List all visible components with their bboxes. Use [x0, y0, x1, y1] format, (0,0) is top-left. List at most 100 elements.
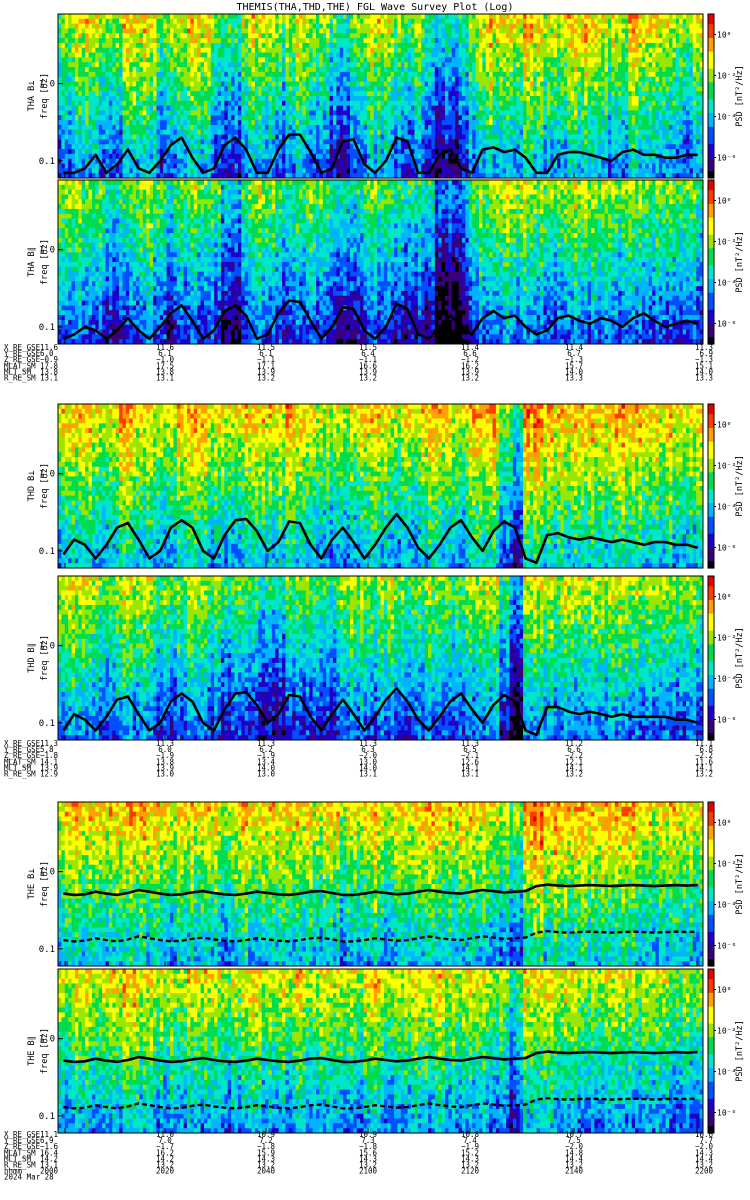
spectrogram-cell	[533, 52, 538, 58]
spectrogram-cell	[207, 105, 212, 111]
spectrogram-cell	[465, 120, 470, 126]
spectrogram-cell	[237, 33, 242, 39]
spectrogram-cell	[349, 149, 354, 155]
spectrogram-cell	[227, 52, 232, 58]
spectrogram-cell	[217, 149, 222, 155]
spectrogram-cell	[411, 42, 415, 49]
spectrogram-cell	[166, 173, 171, 179]
spectrogram-cell	[353, 173, 358, 179]
spectrogram-cell	[288, 28, 293, 34]
spectrogram-cell	[421, 62, 426, 68]
spectrogram-cell	[533, 124, 538, 131]
spectrogram-cell	[495, 120, 500, 126]
spectrogram-cell	[326, 115, 331, 121]
spectrogram-cell	[136, 18, 140, 25]
spectrogram-cell	[397, 120, 402, 126]
spectrogram-cell	[282, 42, 286, 49]
spectrogram-cell	[366, 71, 371, 78]
spectrogram-cell	[254, 57, 259, 63]
spectrogram-cell	[312, 163, 317, 169]
spectrogram-cell	[210, 173, 215, 179]
spectrogram-cell	[492, 76, 497, 83]
spectrogram-cell	[414, 158, 419, 165]
spectrogram-cell	[414, 57, 419, 63]
spectrogram-cell	[265, 14, 269, 20]
spectrogram-cell	[64, 158, 69, 165]
spectrogram-cell	[299, 153, 303, 160]
spectrogram-cell	[227, 110, 232, 116]
spectrogram-cell	[231, 71, 236, 78]
spectrogram-cell	[176, 110, 181, 116]
spectrogram-cell	[125, 144, 130, 150]
spectrogram-cell	[431, 100, 436, 107]
spectrogram-cell	[475, 173, 480, 179]
spectrogram-cell	[74, 105, 79, 111]
spectrogram-cell	[397, 153, 402, 160]
spectrogram-cell	[309, 105, 314, 111]
spectrogram-cell	[553, 96, 558, 102]
spectrogram-cell	[214, 153, 219, 160]
spectrogram-cell	[231, 28, 236, 34]
spectrogram-cell	[516, 67, 521, 73]
spectrogram-cell	[98, 139, 103, 145]
spectrogram-cell	[180, 18, 185, 25]
spectrogram-cell	[366, 38, 371, 44]
spectrogram-cell	[180, 47, 185, 54]
spectrogram-cell	[397, 33, 402, 39]
spectrogram-cell	[536, 115, 541, 121]
spectrogram-cell	[516, 86, 521, 92]
spectrogram-cell	[370, 62, 375, 68]
spectrogram-cell	[407, 105, 412, 111]
spectrogram-cell	[220, 33, 225, 39]
spectrogram-cell	[346, 153, 351, 160]
spectrogram-cell	[166, 124, 171, 131]
spectrogram-cell	[468, 149, 473, 155]
spectrogram-cell	[61, 33, 66, 39]
spectrogram-cell	[200, 134, 205, 140]
spectrogram-cell	[366, 33, 371, 39]
spectrogram-cell	[278, 67, 283, 73]
spectrogram-cell	[400, 163, 405, 169]
spectrogram-cell	[88, 153, 93, 160]
spectrogram-cell	[543, 105, 548, 111]
spectrogram-cell	[163, 158, 168, 165]
spectrogram-cell	[68, 124, 73, 131]
spectrogram-cell	[540, 47, 544, 54]
spectrogram-cell	[176, 158, 181, 165]
spectrogram-cell	[428, 134, 432, 140]
spectrogram-cell	[58, 86, 62, 92]
spectrogram-cell	[309, 86, 314, 92]
spectrogram-cell	[492, 139, 497, 145]
spectrogram-cell	[329, 52, 334, 58]
spectrogram-cell	[261, 52, 266, 58]
spectrogram-cell	[387, 14, 392, 20]
spectrogram-cell	[302, 129, 307, 136]
spectrogram-cell	[153, 100, 157, 107]
spectrogram-cell	[445, 115, 449, 121]
spectrogram-cell	[217, 134, 222, 140]
spectrogram-cell	[343, 33, 348, 39]
spectrogram-cell	[316, 120, 320, 126]
spectrogram-cell	[214, 18, 219, 25]
spectrogram-cell	[98, 149, 103, 155]
spectrogram-cell	[390, 158, 395, 165]
spectrogram-cell	[424, 42, 429, 49]
spectrogram-cell	[68, 134, 73, 140]
spectrogram-cell	[58, 76, 62, 83]
spectrogram-cell	[468, 134, 473, 140]
spectrogram-cell	[448, 52, 453, 58]
spectrogram-cell	[146, 42, 151, 49]
spectrogram-cell	[509, 110, 514, 116]
spectrogram-cell	[251, 129, 256, 136]
spectrogram-cell	[529, 168, 534, 174]
spectrogram-cell	[197, 139, 202, 145]
spectrogram-cell	[254, 76, 259, 83]
spectrogram-cell	[258, 23, 263, 29]
spectrogram-cell	[434, 91, 439, 97]
spectrogram-cell	[220, 173, 225, 179]
spectrogram-cell	[108, 67, 113, 73]
spectrogram-cell	[74, 134, 79, 140]
spectrogram-cell	[98, 81, 103, 87]
spectrogram-cell	[166, 23, 171, 29]
spectrogram-cell	[394, 105, 398, 111]
